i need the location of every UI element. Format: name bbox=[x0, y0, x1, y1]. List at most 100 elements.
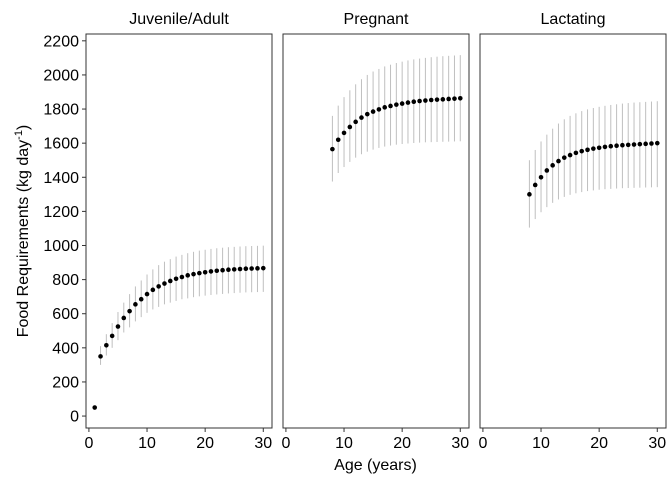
data-point bbox=[150, 287, 156, 293]
data-point bbox=[556, 158, 561, 164]
y-tick-label: 1400 bbox=[43, 170, 79, 187]
y-tick-label: 600 bbox=[52, 306, 79, 323]
data-point bbox=[191, 271, 196, 277]
x-tick-label: 20 bbox=[393, 435, 411, 452]
data-point bbox=[98, 354, 103, 359]
data-point bbox=[104, 342, 109, 348]
data-point bbox=[335, 137, 341, 143]
data-point bbox=[637, 141, 643, 147]
data-point bbox=[532, 182, 538, 188]
data-point bbox=[585, 147, 590, 153]
data-point bbox=[561, 155, 567, 160]
x-axis-title: Age (years) bbox=[334, 457, 417, 474]
y-tick-label: 800 bbox=[52, 272, 79, 289]
data-point bbox=[260, 265, 266, 271]
data-point bbox=[231, 267, 237, 272]
data-point bbox=[179, 274, 185, 280]
data-point bbox=[167, 278, 173, 284]
panel-title: Lactating bbox=[541, 11, 606, 28]
data-point bbox=[446, 96, 451, 102]
y-tick-label: 2200 bbox=[43, 33, 79, 50]
data-point bbox=[417, 98, 422, 104]
data-point bbox=[654, 140, 660, 146]
data-point bbox=[596, 145, 602, 151]
x-tick-label: 10 bbox=[138, 435, 156, 452]
data-point bbox=[347, 124, 353, 130]
y-axis-title-superscript: -1 bbox=[13, 130, 25, 140]
data-point bbox=[591, 146, 596, 151]
data-point bbox=[144, 291, 150, 297]
data-point bbox=[388, 103, 393, 109]
data-point bbox=[527, 192, 532, 197]
data-point bbox=[382, 105, 388, 110]
x-tick-label: 30 bbox=[254, 435, 272, 452]
data-point bbox=[330, 146, 335, 152]
data-point bbox=[173, 276, 179, 282]
data-point bbox=[133, 302, 138, 307]
data-point bbox=[376, 107, 382, 112]
y-axis-title-close: ) bbox=[15, 125, 32, 130]
data-point bbox=[411, 99, 417, 105]
data-point bbox=[643, 141, 648, 147]
data-point bbox=[620, 142, 625, 148]
x-tick-label: 0 bbox=[478, 435, 487, 452]
data-point bbox=[185, 273, 191, 278]
y-tick-label: 1000 bbox=[43, 238, 79, 255]
panel-frame bbox=[479, 33, 667, 429]
panel-frame bbox=[85, 33, 273, 429]
x-tick-label: 10 bbox=[335, 435, 353, 452]
data-point bbox=[138, 296, 144, 302]
data-point bbox=[399, 101, 405, 106]
data-point bbox=[544, 168, 550, 173]
x-tick-label: 30 bbox=[451, 435, 469, 452]
data-point bbox=[243, 266, 249, 271]
data-point bbox=[649, 141, 654, 146]
x-tick-label: 30 bbox=[648, 435, 666, 452]
panel-juvenile-adult: Juvenile/Adult 0 10 20 30 bbox=[84, 11, 273, 452]
data-point bbox=[162, 281, 167, 286]
y-tick-label: 0 bbox=[70, 409, 79, 426]
data-point bbox=[538, 174, 544, 180]
data-point bbox=[457, 96, 463, 101]
data-point bbox=[394, 102, 399, 107]
y-axis-title: Food Requirements (kg day-1) bbox=[13, 125, 32, 338]
data-point bbox=[220, 267, 225, 273]
data-point bbox=[115, 324, 121, 329]
data-point bbox=[109, 333, 115, 339]
data-point bbox=[249, 266, 254, 271]
data-point bbox=[214, 268, 220, 274]
data-point bbox=[237, 266, 243, 272]
data-point bbox=[156, 284, 161, 289]
y-tick-label: 400 bbox=[52, 340, 79, 357]
data-point bbox=[92, 405, 98, 410]
data-point bbox=[550, 163, 555, 168]
panel-pregnant: Pregnant 0 10 20 30 bbox=[281, 11, 470, 452]
y-tick-label: 1600 bbox=[43, 136, 79, 153]
data-point bbox=[567, 152, 573, 158]
data-point bbox=[202, 269, 208, 275]
data-point bbox=[255, 266, 260, 271]
data-point bbox=[452, 96, 457, 101]
panel-frame bbox=[282, 33, 470, 429]
data-point bbox=[341, 130, 347, 136]
panel-title: Pregnant bbox=[344, 11, 409, 28]
data-point bbox=[631, 142, 637, 147]
x-tick-label: 0 bbox=[84, 435, 93, 452]
data-point bbox=[625, 142, 631, 148]
y-tick-label: 2000 bbox=[43, 67, 79, 84]
x-tick-label: 0 bbox=[281, 435, 290, 452]
data-point bbox=[434, 97, 440, 102]
x-tick-label: 20 bbox=[196, 435, 214, 452]
x-tick-label: 10 bbox=[532, 435, 550, 452]
panel-lactating: Lactating 0 10 20 30 bbox=[478, 11, 667, 452]
data-point bbox=[353, 119, 358, 125]
data-point bbox=[359, 115, 364, 120]
data-point bbox=[127, 308, 132, 314]
y-tick-label: 1200 bbox=[43, 204, 79, 221]
data-point bbox=[423, 98, 428, 103]
data-point bbox=[428, 97, 434, 103]
data-point bbox=[440, 97, 446, 102]
y-tick-label: 200 bbox=[52, 374, 79, 391]
